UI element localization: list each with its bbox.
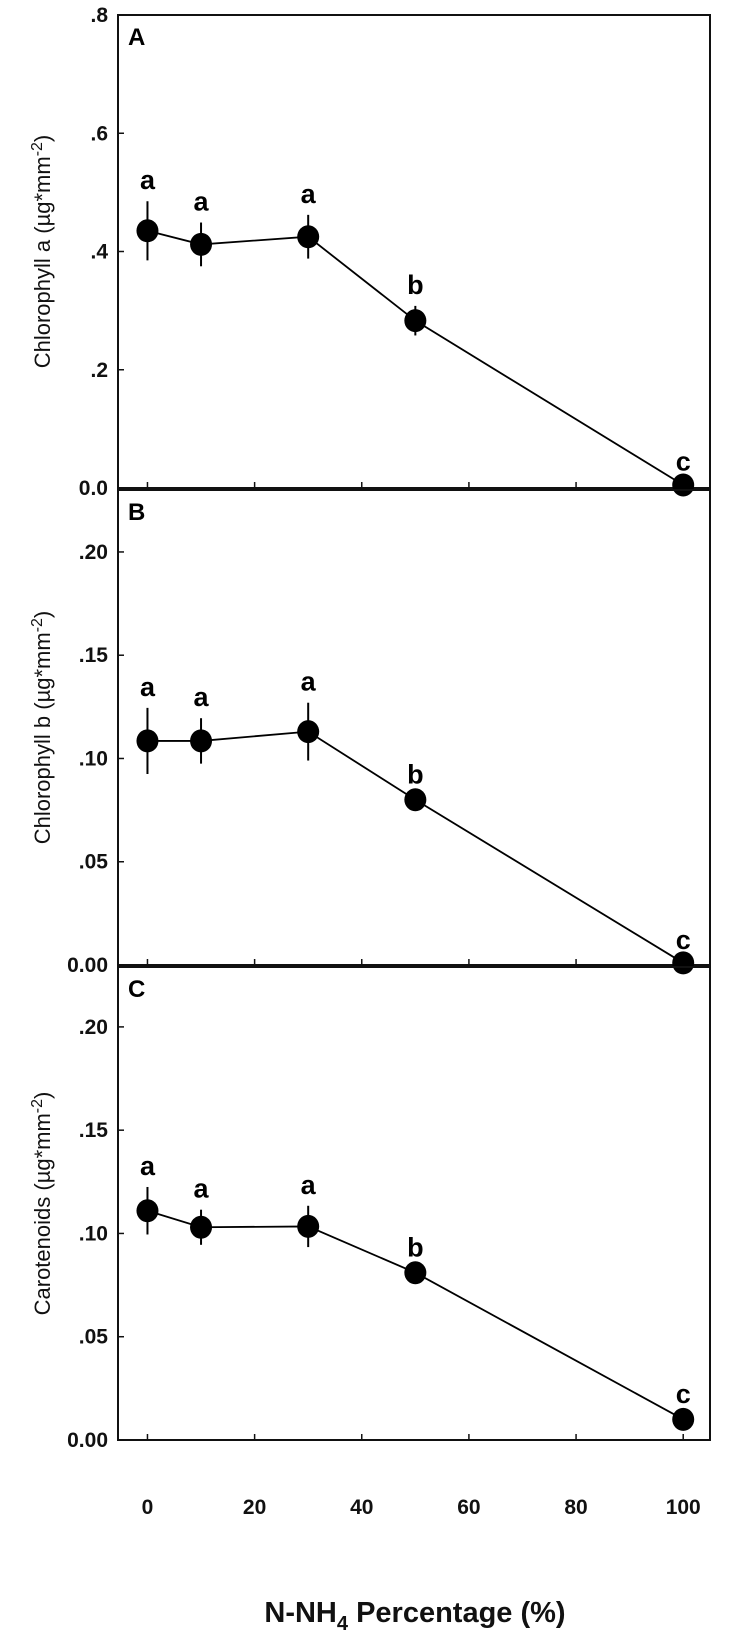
panel-b-significance-letter: a bbox=[301, 667, 317, 697]
x-tick-label: 20 bbox=[243, 1496, 266, 1519]
x-tick-label: 0 bbox=[142, 1496, 154, 1519]
panel-b-y-tick-label: .20 bbox=[79, 541, 108, 564]
panel-b-significance-letter: c bbox=[676, 925, 691, 955]
panel-c-y-tick-label: .10 bbox=[79, 1222, 108, 1245]
panel-a-y-tick-label: 0.0 bbox=[79, 477, 108, 500]
panel-c-data-point bbox=[672, 1407, 695, 1431]
panel-a-data-point bbox=[404, 309, 427, 333]
panel-c-significance-letter: b bbox=[407, 1233, 424, 1263]
panel-c-significance-letter: a bbox=[301, 1170, 317, 1200]
panel-c-y-tick-label: 0.00 bbox=[67, 1429, 108, 1452]
panel-a-y-tick-label: .8 bbox=[90, 4, 108, 27]
panel-c-significance-letter: c bbox=[676, 1379, 691, 1409]
panel-a-y-axis-label: Chlorophyll a (µg*mm-2) bbox=[29, 135, 55, 369]
panel-c-y-tick-label: .15 bbox=[79, 1119, 109, 1142]
panel-b-significance-letter: a bbox=[194, 682, 210, 712]
panel-c-data-point bbox=[190, 1215, 213, 1239]
panel-b-y-tick-label: .10 bbox=[79, 747, 108, 770]
x-axis-title: N-NH4 Percentage (%) bbox=[264, 1597, 565, 1635]
panel-a-label: A bbox=[128, 24, 145, 51]
panel-b-data-point bbox=[297, 720, 320, 744]
panel-b-y-tick-label: .15 bbox=[79, 644, 109, 667]
panel-c-label: C bbox=[128, 976, 145, 1003]
panel-c-y-axis-label: Carotenoids (µg*mm-2) bbox=[29, 1092, 55, 1316]
panel-a-data-point bbox=[136, 219, 159, 243]
x-tick-label: 80 bbox=[564, 1496, 587, 1519]
panel-a-significance-letter: a bbox=[301, 179, 317, 209]
panel-c-y-tick-label: .05 bbox=[79, 1326, 109, 1349]
panel-c-data-point bbox=[404, 1261, 427, 1285]
x-tick-label: 60 bbox=[457, 1496, 480, 1519]
panel-a-data-point bbox=[672, 473, 695, 497]
panel-b-significance-letter: a bbox=[140, 672, 156, 702]
panel-c-y-tick-label: .20 bbox=[79, 1016, 108, 1039]
panel-b-data-point bbox=[136, 729, 159, 753]
panel-b-significance-letter: b bbox=[407, 760, 424, 790]
panel-b-data-point bbox=[672, 951, 695, 975]
panel-b-frame bbox=[117, 489, 711, 966]
panel-b-y-tick-label: 0.00 bbox=[67, 954, 108, 977]
panel-a-data-point bbox=[297, 225, 320, 249]
panel-c-data-point bbox=[297, 1214, 320, 1238]
panel-b-data-point bbox=[404, 788, 427, 812]
panel-a-significance-letter: c bbox=[676, 447, 691, 477]
panel-a-data-point bbox=[190, 232, 213, 256]
panel-c-significance-letter: a bbox=[194, 1174, 210, 1204]
panel-c-data-point bbox=[136, 1199, 159, 1223]
panel-b-y-axis-label: Chlorophyll b (µg*mm-2) bbox=[29, 611, 55, 845]
panel-a-significance-letter: a bbox=[140, 165, 156, 195]
panel-a-significance-letter: a bbox=[194, 187, 210, 217]
panel-b-label: B bbox=[128, 499, 145, 526]
panel-a-y-tick-label: .6 bbox=[90, 122, 108, 145]
panel-a-y-tick-label: .2 bbox=[90, 359, 108, 382]
panel-a-significance-letter: b bbox=[407, 270, 424, 300]
panel-c-frame bbox=[117, 966, 711, 1441]
panel-b-data-point bbox=[190, 729, 213, 753]
x-tick-label: 40 bbox=[350, 1496, 373, 1519]
panel-a-y-tick-label: .4 bbox=[90, 241, 108, 264]
x-tick-label: 100 bbox=[666, 1496, 701, 1519]
panel-c-significance-letter: a bbox=[140, 1151, 156, 1181]
panel-b-y-tick-label: .05 bbox=[79, 851, 109, 874]
